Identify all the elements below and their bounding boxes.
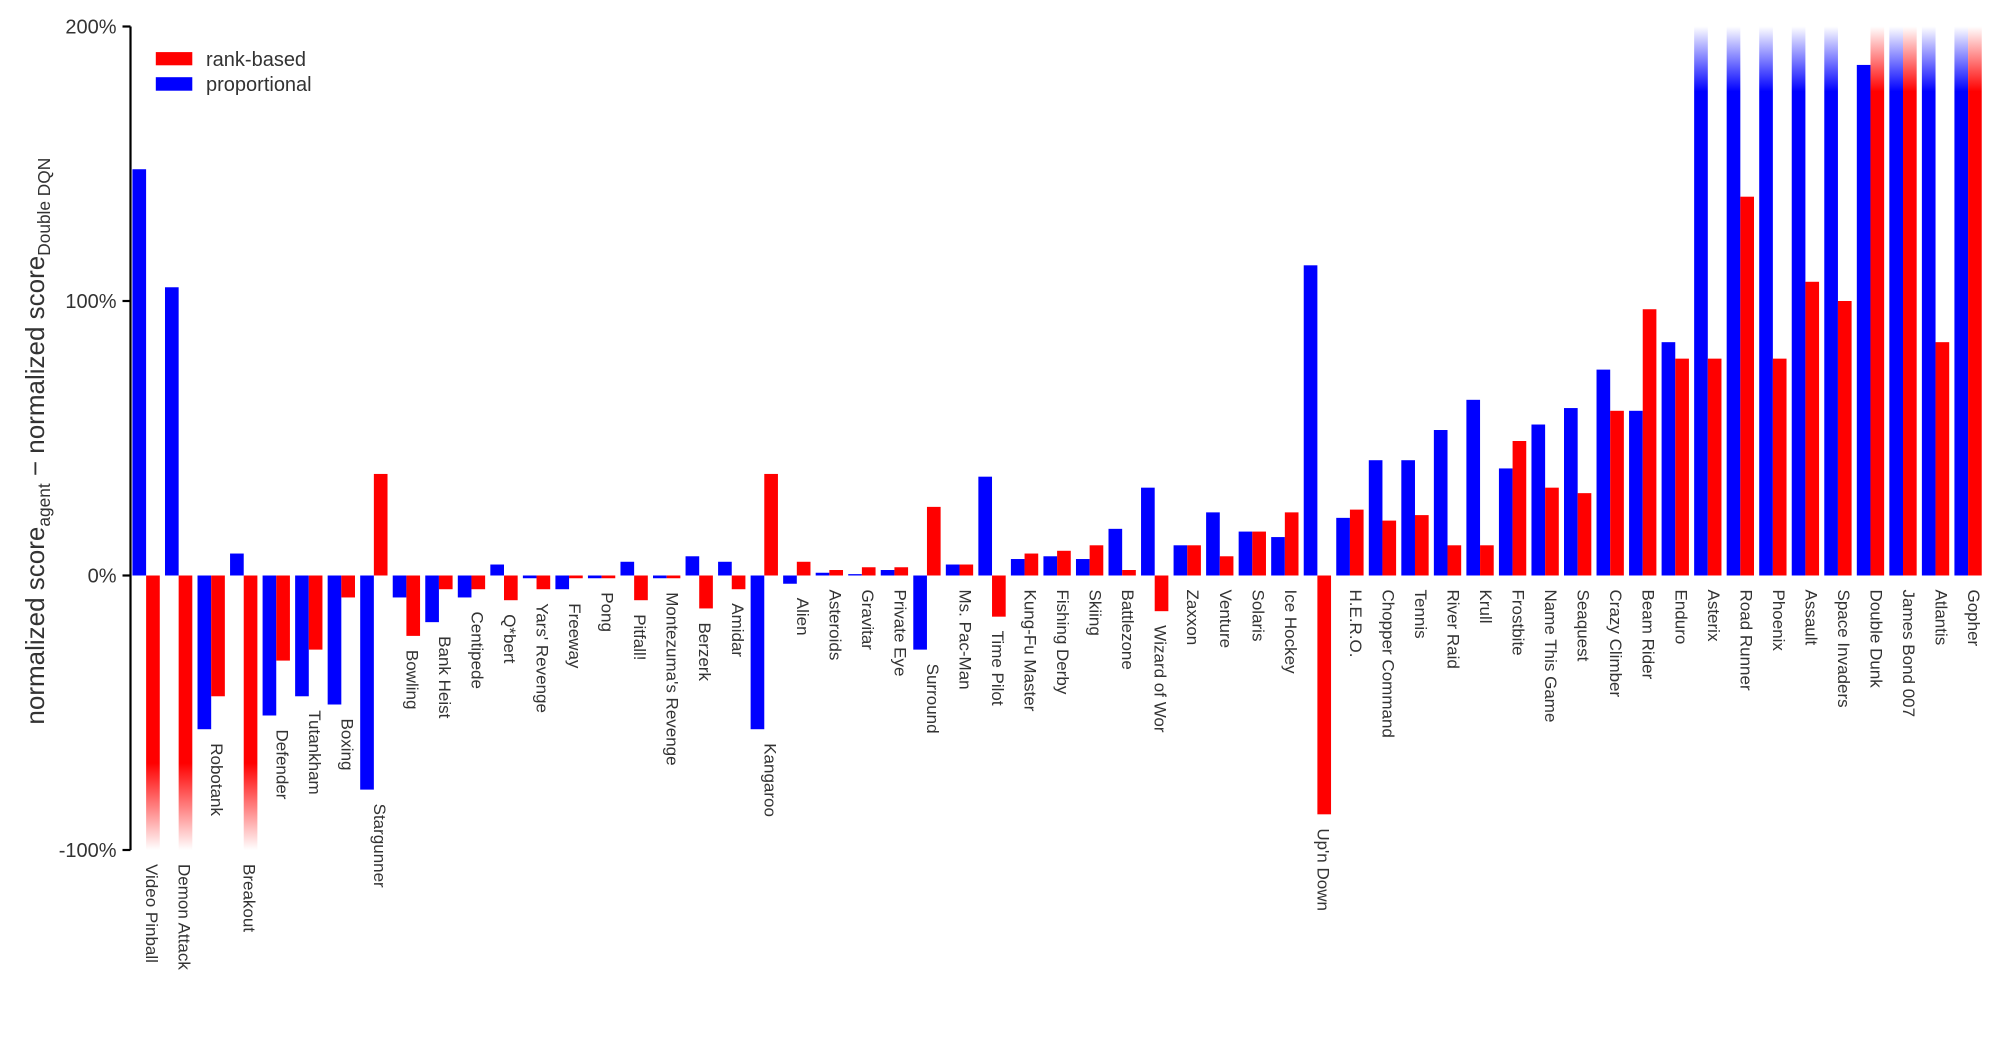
svg-text:Solaris: Solaris xyxy=(1248,590,1267,642)
svg-text:Beam Rider: Beam Rider xyxy=(1639,590,1658,680)
svg-text:100%: 100% xyxy=(65,291,116,313)
svg-text:River Raid: River Raid xyxy=(1444,590,1463,669)
svg-text:Tennis: Tennis xyxy=(1411,590,1430,639)
svg-text:Kangaroo: Kangaroo xyxy=(760,743,779,817)
svg-text:Freeway: Freeway xyxy=(565,603,584,669)
svg-text:Wizard of Wor: Wizard of Wor xyxy=(1151,625,1170,733)
svg-text:proportional: proportional xyxy=(206,74,312,96)
svg-text:Seaquest: Seaquest xyxy=(1574,590,1593,662)
svg-text:Up'n Down: Up'n Down xyxy=(1313,828,1332,911)
svg-text:Battlezone: Battlezone xyxy=(1118,590,1137,670)
svg-text:Double Dunk: Double Dunk xyxy=(1866,590,1885,689)
svg-text:Boxing: Boxing xyxy=(337,719,356,771)
svg-text:rank-based: rank-based xyxy=(206,49,306,71)
svg-text:-100%: -100% xyxy=(59,840,117,862)
svg-text:Bank Heist: Bank Heist xyxy=(435,636,454,718)
svg-text:Time Pilot: Time Pilot xyxy=(988,631,1007,706)
svg-text:Amidar: Amidar xyxy=(728,603,747,657)
svg-text:Fishing Derby: Fishing Derby xyxy=(1053,590,1072,695)
svg-text:James Bond 007: James Bond 007 xyxy=(1899,590,1918,718)
svg-text:Berzerk: Berzerk xyxy=(695,622,714,681)
svg-text:Name This Game: Name This Game xyxy=(1541,590,1560,723)
svg-text:Alien: Alien xyxy=(793,598,812,636)
svg-text:Stargunner: Stargunner xyxy=(370,804,389,888)
svg-text:Breakout: Breakout xyxy=(240,864,259,932)
svg-text:Crazy Climber: Crazy Climber xyxy=(1606,590,1625,698)
svg-text:Gopher: Gopher xyxy=(1964,590,1983,647)
svg-text:Asteroids: Asteroids xyxy=(825,590,844,661)
svg-text:Gravitar: Gravitar xyxy=(858,590,877,651)
svg-text:Defender: Defender xyxy=(272,730,291,800)
svg-text:Surround: Surround xyxy=(923,664,942,734)
svg-text:Montezuma's Revenge: Montezuma's Revenge xyxy=(663,592,682,765)
svg-text:Assault: Assault xyxy=(1801,590,1820,646)
svg-text:200%: 200% xyxy=(65,17,116,39)
svg-text:Ms. Pac-Man: Ms. Pac-Man xyxy=(955,590,974,690)
svg-text:Pong: Pong xyxy=(598,592,617,632)
svg-text:Venture: Venture xyxy=(1216,590,1235,649)
svg-text:Enduro: Enduro xyxy=(1671,590,1690,645)
svg-text:Yars' Revenge: Yars' Revenge xyxy=(533,603,552,713)
svg-text:Frostbite: Frostbite xyxy=(1509,590,1528,656)
svg-text:Demon Attack: Demon Attack xyxy=(175,864,194,970)
svg-text:Zaxxon: Zaxxon xyxy=(1183,590,1202,646)
svg-text:Bowling: Bowling xyxy=(402,650,421,710)
svg-text:Chopper Command: Chopper Command xyxy=(1378,590,1397,738)
svg-text:Kung-Fu Master: Kung-Fu Master xyxy=(1021,590,1040,712)
svg-text:Private Eye: Private Eye xyxy=(890,590,909,677)
svg-text:Skiing: Skiing xyxy=(1086,590,1105,636)
svg-text:Ice Hockey: Ice Hockey xyxy=(1281,590,1300,675)
svg-text:Atlantis: Atlantis xyxy=(1932,590,1951,646)
svg-text:Phoenix: Phoenix xyxy=(1769,590,1788,652)
svg-text:Robotank: Robotank xyxy=(207,743,226,816)
svg-text:Tutankham: Tutankham xyxy=(305,710,324,794)
svg-text:0%: 0% xyxy=(88,566,117,588)
svg-text:Space Invaders: Space Invaders xyxy=(1834,590,1853,708)
svg-text:Centipede: Centipede xyxy=(467,611,486,689)
svg-text:Road Runner: Road Runner xyxy=(1736,590,1755,691)
svg-text:Pitfall!: Pitfall! xyxy=(630,614,649,660)
svg-text:Video Pinball: Video Pinball xyxy=(142,864,161,963)
svg-text:Asterix: Asterix xyxy=(1704,590,1723,642)
svg-text:H.E.R.O.: H.E.R.O. xyxy=(1346,590,1365,658)
svg-text:Krull: Krull xyxy=(1476,590,1495,624)
svg-text:Q*bert: Q*bert xyxy=(500,614,519,663)
